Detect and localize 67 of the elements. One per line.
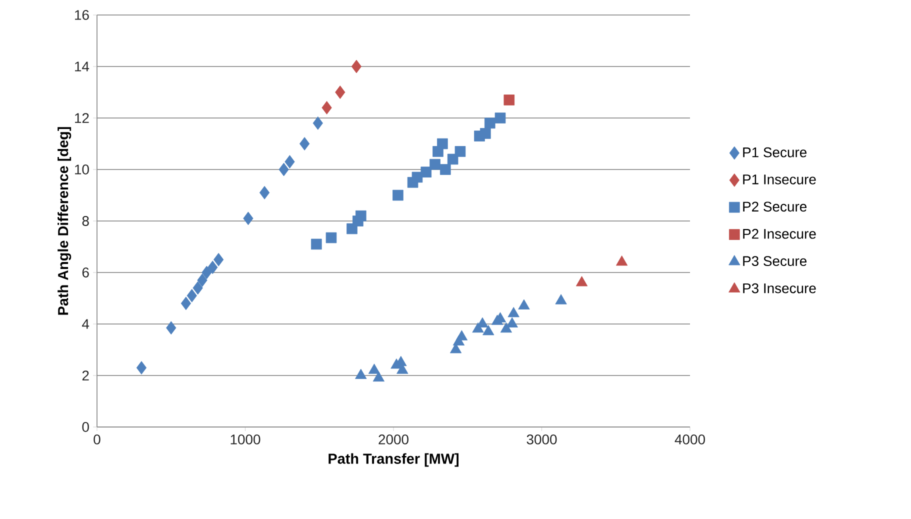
point bbox=[616, 255, 628, 266]
point bbox=[480, 128, 491, 139]
point bbox=[322, 100, 332, 114]
point bbox=[180, 296, 192, 310]
point bbox=[278, 162, 289, 176]
point bbox=[420, 166, 432, 178]
point bbox=[213, 252, 224, 266]
x-tick-label: 0 bbox=[94, 434, 100, 444]
point bbox=[136, 361, 147, 374]
point bbox=[437, 138, 448, 150]
point bbox=[447, 154, 458, 165]
point bbox=[335, 86, 346, 99]
y-tick-label: 10 bbox=[75, 164, 89, 174]
point bbox=[355, 210, 366, 222]
point bbox=[482, 325, 494, 336]
point bbox=[368, 364, 380, 374]
point bbox=[372, 371, 385, 382]
point bbox=[454, 146, 466, 157]
point bbox=[440, 164, 451, 175]
point bbox=[430, 158, 440, 170]
point bbox=[351, 60, 362, 74]
y-tick-label: 8 bbox=[82, 216, 89, 226]
x-axis-title: Path Transfer [MW] bbox=[328, 453, 458, 467]
y-axis-title: Path Angle Difference [deg] bbox=[58, 127, 72, 315]
point bbox=[166, 321, 176, 335]
point bbox=[506, 317, 518, 328]
y-tick-label: 0 bbox=[82, 422, 89, 432]
y-tick-label: 4 bbox=[82, 319, 90, 329]
legend-label: P1 Secure bbox=[743, 147, 807, 158]
point bbox=[186, 288, 197, 302]
point bbox=[259, 186, 270, 200]
point bbox=[555, 294, 567, 304]
point bbox=[202, 266, 212, 280]
point bbox=[494, 112, 506, 124]
point bbox=[500, 322, 512, 333]
legend-label: P1 Insecure bbox=[743, 174, 816, 184]
point bbox=[456, 330, 468, 340]
point bbox=[412, 172, 423, 183]
point bbox=[326, 232, 337, 244]
point bbox=[312, 116, 323, 130]
y-tick-label: 14 bbox=[75, 62, 90, 72]
legend-label: P3 Secure bbox=[743, 256, 807, 266]
point bbox=[284, 155, 295, 168]
point bbox=[243, 212, 254, 226]
x-tick-label: 3000 bbox=[526, 434, 557, 444]
y-tick-label: 12 bbox=[75, 113, 89, 123]
legend-label: P2 Secure bbox=[743, 202, 807, 212]
point bbox=[355, 368, 367, 379]
point bbox=[192, 281, 203, 295]
point bbox=[392, 190, 404, 201]
x-tick-label: 4000 bbox=[674, 434, 705, 444]
point bbox=[197, 274, 208, 287]
y-tick-label: 6 bbox=[82, 268, 89, 278]
point bbox=[504, 94, 515, 106]
point bbox=[484, 118, 496, 129]
point bbox=[311, 238, 322, 250]
x-tick-label: 1000 bbox=[230, 434, 260, 444]
y-tick-label: 16 bbox=[75, 10, 89, 20]
point bbox=[299, 137, 310, 150]
point bbox=[208, 260, 218, 274]
legend-label: P2 Insecure bbox=[743, 228, 816, 239]
y-tick-label: 2 bbox=[82, 370, 89, 380]
point bbox=[576, 276, 588, 286]
point bbox=[508, 307, 520, 318]
point bbox=[518, 299, 530, 310]
legend-label: P3 Insecure bbox=[743, 283, 816, 294]
x-tick-label: 2000 bbox=[378, 434, 408, 444]
